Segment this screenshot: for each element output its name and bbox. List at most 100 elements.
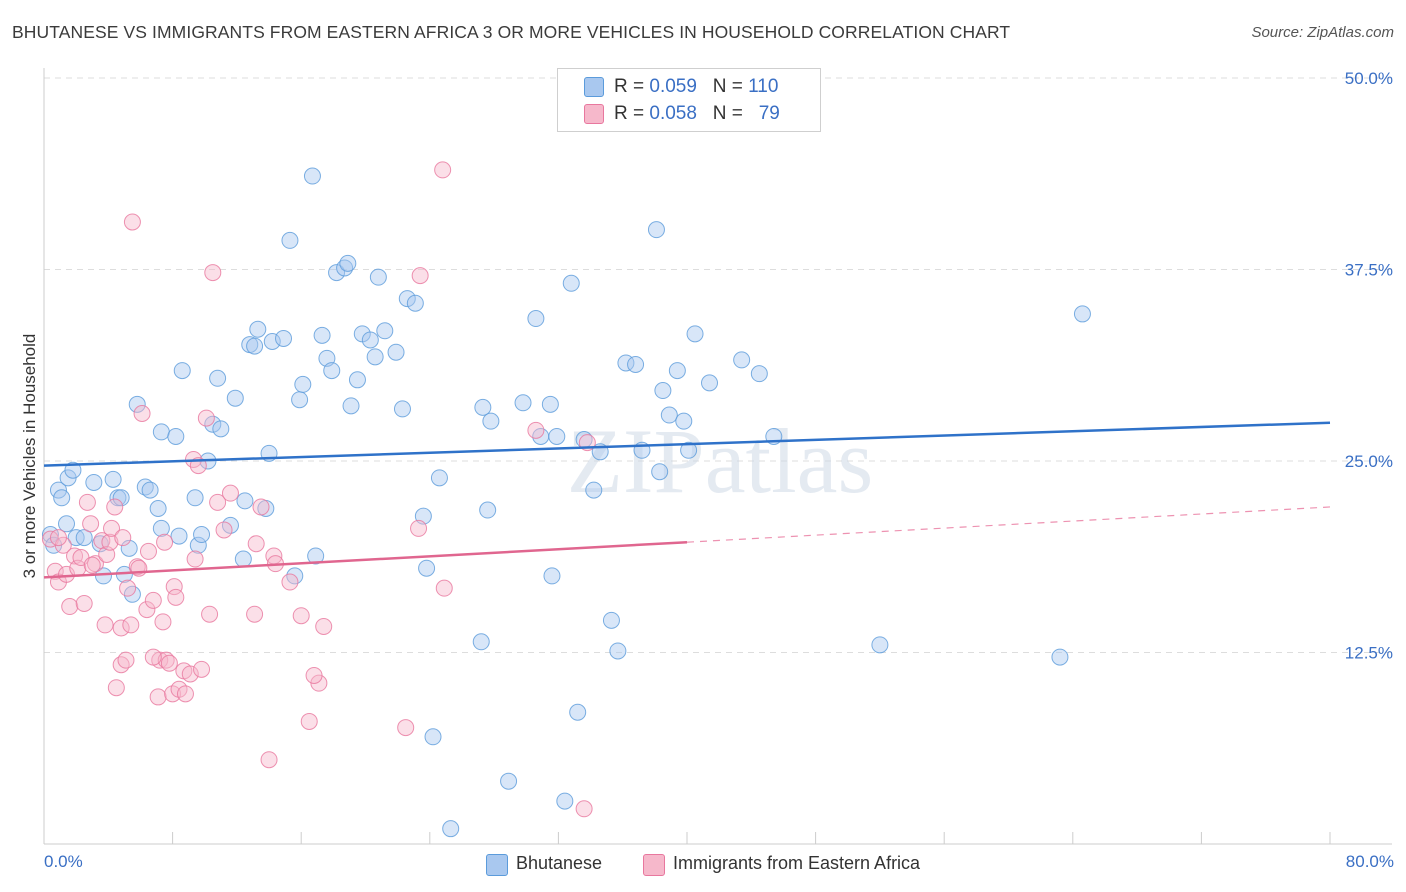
point-bhutanese [562, 274, 580, 292]
bottom-legend-label-eastern-africa: Immigrants from Eastern Africa [673, 853, 921, 873]
point-bhutanese [64, 461, 82, 479]
point-bhutanese [303, 167, 321, 185]
point-bhutanese [675, 412, 693, 430]
point-bhutanese [281, 231, 299, 249]
point-bhutanese [152, 519, 170, 537]
point-bhutanese [686, 325, 704, 343]
point-bhutanese [680, 441, 698, 459]
point-bhutanese [209, 369, 227, 387]
point-bhutanese [149, 499, 167, 517]
point-bhutanese [313, 326, 331, 344]
point-eastern-africa [112, 619, 130, 637]
point-bhutanese [514, 394, 532, 412]
point-eastern-africa [252, 498, 270, 516]
point-bhutanese [339, 254, 357, 272]
point-eastern-africa [221, 484, 239, 502]
point-bhutanese [204, 415, 222, 433]
point-bhutanese [104, 470, 122, 488]
point-bhutanese [75, 529, 93, 547]
point-eastern-africa [103, 519, 121, 537]
point-eastern-africa [117, 651, 135, 669]
trend-line-eastern-africa [43, 540, 688, 579]
legend-swatch-bhutanese [584, 77, 604, 97]
point-bhutanese [482, 412, 500, 430]
point-bhutanese [167, 427, 185, 445]
point-bhutanese [527, 310, 545, 328]
point-eastern-africa [101, 533, 119, 551]
point-eastern-africa [123, 213, 141, 231]
point-bhutanese [136, 478, 154, 496]
point-eastern-africa [197, 409, 215, 427]
point-eastern-africa [315, 617, 333, 635]
point-eastern-africa [107, 679, 125, 697]
point-bhutanese [430, 469, 448, 487]
point-eastern-africa [193, 660, 211, 678]
point-bhutanese [750, 365, 768, 383]
point-bhutanese [472, 633, 490, 651]
point-bhutanese [152, 423, 170, 441]
point-bhutanese [418, 559, 436, 577]
legend-stats-bhutanese: R = 0.059 N = 110 [614, 76, 779, 97]
point-bhutanese [585, 481, 603, 499]
point-eastern-africa [300, 712, 318, 730]
point-eastern-africa [434, 161, 452, 179]
y-axis-label: 3 or more Vehicles in Household [20, 333, 39, 579]
bottom-legend-label-bhutanese: Bhutanese [516, 853, 603, 873]
point-bhutanese [336, 259, 354, 277]
legend-stats-eastern-africa: R = 0.058 N = 79 [614, 103, 780, 124]
point-eastern-africa [527, 421, 545, 439]
point-bhutanese [307, 547, 325, 565]
point-eastern-africa [157, 651, 175, 669]
point-eastern-africa [46, 562, 64, 580]
point-eastern-africa [410, 519, 428, 537]
point-bhutanese [387, 343, 405, 361]
point-bhutanese [627, 355, 645, 373]
point-bhutanese [361, 331, 379, 349]
point-eastern-africa [83, 556, 101, 574]
source-label: Source: ZipAtlas.com [1251, 24, 1394, 41]
point-eastern-africa [165, 578, 183, 596]
point-eastern-africa [106, 498, 124, 516]
point-bhutanese [189, 536, 207, 554]
point-eastern-africa [167, 588, 185, 606]
point-eastern-africa [247, 535, 265, 553]
point-bhutanese [369, 268, 387, 286]
point-bhutanese [236, 492, 254, 510]
point-bhutanese [479, 501, 497, 519]
point-bhutanese [328, 264, 346, 282]
point-eastern-africa [397, 719, 415, 737]
point-bhutanese [569, 703, 587, 721]
point-bhutanese [406, 294, 424, 312]
x-tick-min: 0.0% [44, 852, 83, 871]
point-bhutanese [474, 398, 492, 416]
point-eastern-africa [139, 542, 157, 560]
point-bhutanese [58, 515, 76, 533]
y-tick-label: 25.0% [1345, 452, 1393, 471]
point-bhutanese [541, 395, 559, 413]
point-eastern-africa [61, 598, 79, 616]
point-eastern-africa [435, 579, 453, 597]
point-bhutanese [871, 636, 889, 654]
point-bhutanese [53, 489, 71, 507]
point-eastern-africa [78, 493, 96, 511]
point-eastern-africa [119, 579, 137, 597]
legend-swatch-eastern-africa [584, 104, 604, 124]
point-eastern-africa [149, 688, 167, 706]
point-eastern-africa [305, 666, 323, 684]
chart-title: BHUTANESE VS IMMIGRANTS FROM EASTERN AFR… [12, 22, 1011, 42]
point-bhutanese [112, 489, 130, 507]
point-eastern-africa [144, 591, 162, 609]
point-bhutanese [186, 489, 204, 507]
point-bhutanese [543, 567, 561, 585]
y-tick-label: 37.5% [1345, 261, 1393, 280]
x-tick-max: 80.0% [1345, 852, 1394, 871]
point-eastern-africa [281, 573, 299, 591]
y-tick-labels: 12.5% 25.0% 37.5% 50.0% [1345, 69, 1393, 663]
point-eastern-africa [292, 607, 310, 625]
point-bhutanese [128, 395, 146, 413]
point-bhutanese [226, 389, 244, 407]
point-bhutanese [660, 406, 678, 424]
trend-line-eastern-africa-extension [686, 506, 1331, 543]
point-bhutanese [500, 772, 518, 790]
